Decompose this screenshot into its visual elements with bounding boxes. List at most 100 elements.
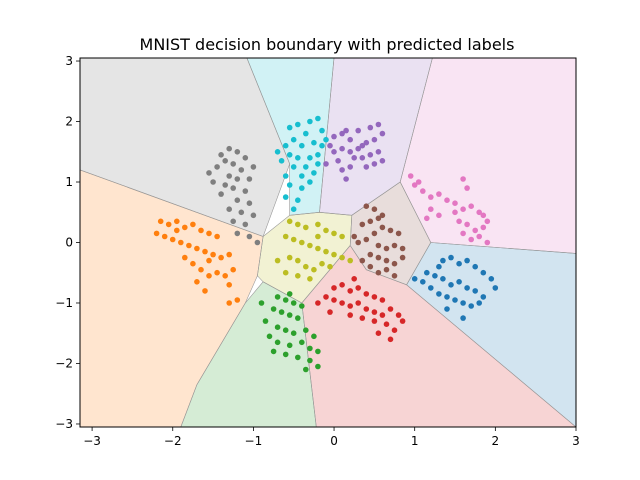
scatter-point-olive — [303, 263, 309, 270]
scatter-point-blue — [436, 263, 442, 270]
scatter-point-blue — [492, 285, 499, 291]
scatter-point-blue — [456, 260, 462, 267]
x-tick-label: −3 — [83, 434, 101, 448]
scatter-point-olive — [274, 257, 281, 264]
scatter-point-cyan — [303, 130, 309, 137]
scatter-point-olive — [339, 233, 345, 240]
y-tick-label: −3 — [55, 417, 73, 431]
scatter-point-purple — [343, 176, 349, 182]
y-tick-label: 3 — [65, 54, 73, 68]
x-tick-label: −2 — [164, 434, 182, 448]
scatter-point-orange — [206, 257, 212, 264]
scatter-point-green — [303, 327, 309, 334]
scatter-point-green — [282, 297, 289, 303]
scatter-point-pink — [468, 203, 475, 209]
scatter-point-olive — [295, 273, 301, 279]
scatter-point-olive — [327, 263, 333, 270]
scatter-point-gray — [234, 149, 241, 155]
scatter-point-green — [286, 312, 293, 318]
scatter-point-olive — [319, 260, 325, 267]
scatter-point-orange — [190, 260, 196, 267]
scatter-point-olive — [315, 245, 321, 252]
scatter-point-purple — [367, 124, 374, 131]
scatter-point-red — [339, 282, 345, 288]
scatter-point-gray — [230, 185, 236, 191]
scatter-point-olive — [307, 242, 313, 249]
scatter-point-blue — [468, 303, 475, 309]
scatter-point-orange — [234, 297, 241, 303]
scatter-point-cyan — [319, 142, 325, 149]
scatter-point-purple — [339, 130, 345, 137]
scatter-point-green — [258, 300, 265, 306]
scatter-point-olive — [299, 239, 305, 246]
scatter-point-gray — [246, 176, 253, 182]
y-tick-label: −1 — [55, 296, 73, 310]
scatter-point-pink — [472, 227, 479, 234]
scatter-point-gray — [254, 239, 261, 246]
scatter-point-blue — [464, 257, 470, 264]
scatter-point-olive — [311, 266, 317, 273]
scatter-point-pink — [480, 212, 487, 219]
scatter-point-brown — [383, 266, 390, 273]
scatter-point-purple — [359, 142, 366, 149]
scatter-point-pink — [460, 206, 466, 212]
scatter-point-pink — [460, 230, 466, 237]
scatter-point-gray — [206, 170, 212, 176]
scatter-point-green — [315, 348, 321, 355]
scatter-point-green — [290, 330, 297, 337]
scatter-point-green — [274, 339, 281, 346]
scatter-point-olive — [286, 218, 293, 225]
scatter-point-olive — [295, 257, 301, 264]
scatter-point-cyan — [299, 142, 305, 149]
scatter-point-pink — [476, 209, 483, 216]
scatter-point-green — [274, 324, 281, 331]
scatter-point-red — [387, 336, 394, 343]
scatter-point-red — [347, 312, 354, 318]
scatter-point-pink — [436, 191, 442, 197]
scatter-point-cyan — [299, 185, 305, 191]
scatter-point-pink — [476, 233, 483, 240]
scatter-point-blue — [444, 306, 450, 312]
scatter-point-pink — [428, 206, 434, 212]
scatter-point-purple — [379, 130, 386, 137]
scatter-point-red — [315, 300, 321, 306]
scatter-point-olive — [282, 233, 289, 240]
scatter-point-purple — [371, 161, 378, 167]
scatter-point-green — [290, 300, 297, 306]
scatter-point-cyan — [290, 164, 297, 170]
scatter-point-gray — [222, 158, 228, 164]
scatter-point-pink — [468, 236, 475, 243]
scatter-point-gray — [234, 176, 241, 182]
scatter-point-pink — [456, 218, 462, 225]
scatter-point-orange — [174, 218, 180, 225]
scatter-point-gray — [226, 206, 232, 212]
scatter-point-green — [266, 333, 273, 340]
scatter-point-blue — [448, 254, 454, 261]
scatter-point-cyan — [295, 121, 301, 128]
scatter-point-olive — [331, 230, 337, 237]
scatter-point-purple — [367, 152, 374, 158]
scatter-point-red — [383, 321, 390, 328]
scatter-point-pink — [420, 188, 426, 194]
scatter-point-orange — [178, 239, 184, 246]
scatter-point-gray — [226, 173, 232, 179]
scatter-point-brown — [363, 203, 370, 209]
scatter-point-brown — [371, 206, 378, 212]
y-axis-ticks: −3 −2 −1 0 1 2 3 — [55, 54, 80, 431]
scatter-point-cyan — [274, 149, 281, 155]
scatter-point-blue — [452, 297, 458, 303]
scatter-point-olive — [286, 254, 293, 261]
scatter-point-green — [270, 306, 277, 312]
scatter-point-red — [371, 318, 378, 324]
scatter-point-purple — [375, 121, 382, 128]
scatter-point-purple — [331, 133, 337, 140]
scatter-point-orange — [226, 282, 232, 288]
scatter-point-green — [274, 294, 281, 300]
scatter-point-purple — [363, 164, 370, 170]
scatter-point-purple — [323, 161, 329, 167]
scatter-point-brown — [359, 257, 366, 264]
scatter-point-orange — [157, 218, 164, 225]
scatter-point-red — [355, 285, 362, 291]
y-tick-label: 2 — [65, 115, 73, 129]
scatter-point-brown — [395, 230, 402, 237]
